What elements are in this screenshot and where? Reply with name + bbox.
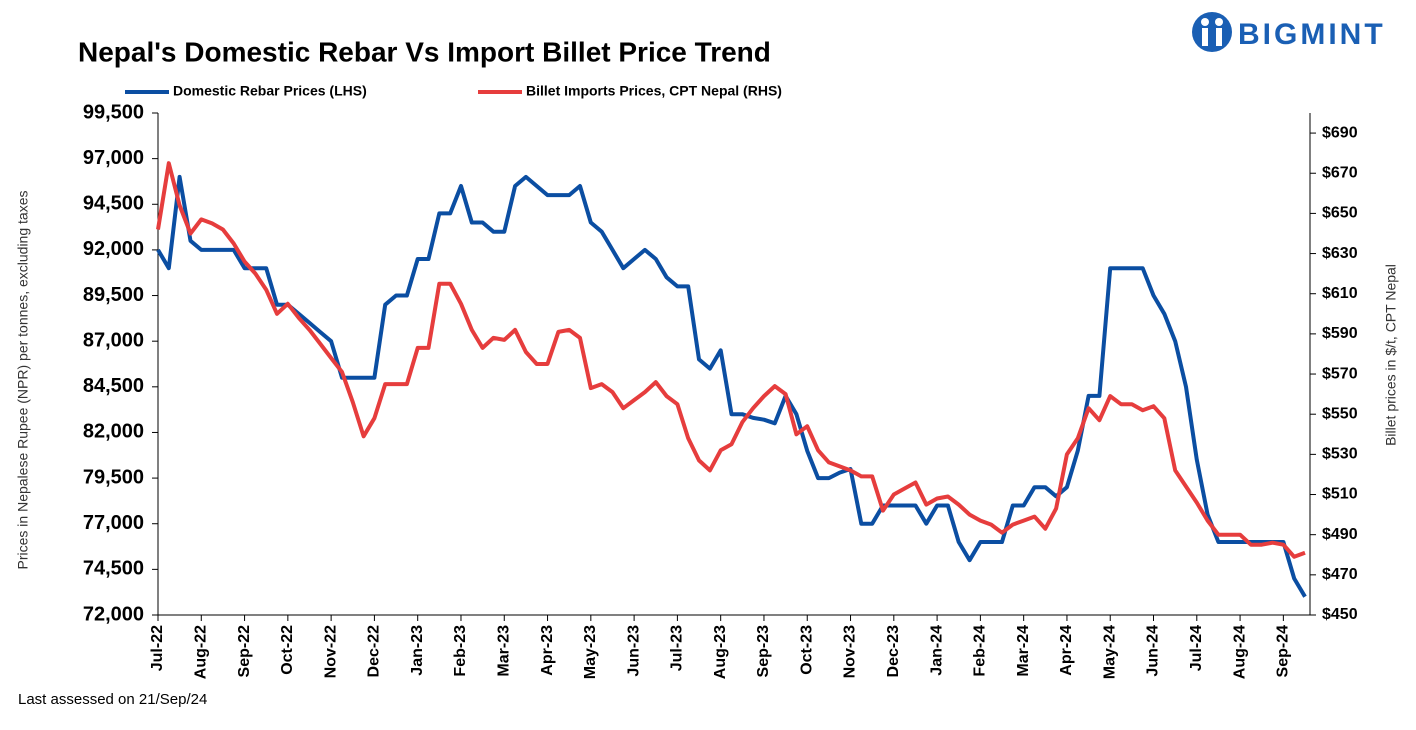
y2-tick-label: $610 <box>1322 285 1358 302</box>
y-tick-label: 82,000 <box>83 421 144 443</box>
x-tick-label: Jan-23 <box>409 625 426 676</box>
y-tick-label: 97,000 <box>83 147 144 169</box>
y2-tick-label: $490 <box>1322 526 1358 543</box>
y-tick-label: 84,500 <box>83 375 144 397</box>
data-line <box>156 161 1306 559</box>
x-tick-label: Sep-22 <box>236 625 253 678</box>
x-tick-label: Aug-23 <box>712 625 729 679</box>
x-tick-label: Nov-22 <box>322 625 339 678</box>
logo-icon <box>1202 28 1208 46</box>
x-tick-label: Oct-23 <box>798 625 815 675</box>
note: Last assessed on 21/Sep/24 <box>18 691 207 708</box>
y2-axis-title: Billet prices in $/t, CPT Nepal <box>1383 264 1399 446</box>
y2-tick-label: $450 <box>1322 606 1358 623</box>
x-tick-label: Apr-24 <box>1058 625 1075 676</box>
x-tick-label: Jun-23 <box>625 625 642 677</box>
x-tick-label: Mar-24 <box>1015 625 1032 677</box>
x-tick-label: Sep-23 <box>755 625 772 678</box>
x-tick-label: Jul-22 <box>149 625 166 671</box>
x-tick-label: Apr-23 <box>539 625 556 676</box>
logo-icon <box>1192 12 1232 52</box>
x-tick-label: Jan-24 <box>928 625 945 676</box>
y2-tick-label: $510 <box>1322 486 1358 503</box>
x-tick-label: Dec-22 <box>366 625 383 678</box>
y-tick-label: 74,500 <box>83 558 144 580</box>
x-tick-label: Dec-23 <box>885 625 902 678</box>
logo-icon <box>1215 18 1223 26</box>
x-tick-label: Mar-23 <box>495 625 512 677</box>
y-tick-label: 92,000 <box>83 238 144 260</box>
data-line <box>156 174 1307 598</box>
y2-tick-label: $570 <box>1322 365 1358 382</box>
legend-label: Domestic Rebar Prices (LHS) <box>173 83 367 99</box>
x-tick-label: Aug-24 <box>1231 625 1248 679</box>
y2-tick-label: $550 <box>1322 405 1358 422</box>
y2-tick-label: $530 <box>1322 446 1358 463</box>
x-tick-label: May-23 <box>582 625 599 679</box>
y-tick-label: 89,500 <box>83 284 144 306</box>
y2-tick-label: $650 <box>1322 205 1358 222</box>
y-tick-label: 94,500 <box>83 193 144 215</box>
y2-tick-label: $690 <box>1322 124 1358 141</box>
y-tick-label: 87,000 <box>83 329 144 351</box>
y2-tick-label: $470 <box>1322 566 1358 583</box>
x-tick-label: Sep-24 <box>1275 625 1292 678</box>
chart-title: Nepal's Domestic Rebar Vs Import Billet … <box>78 36 771 67</box>
x-tick-label: Jul-23 <box>669 625 686 671</box>
x-tick-label: Nov-23 <box>842 625 859 678</box>
y2-tick-label: $670 <box>1322 164 1358 181</box>
y-axis-title: Prices in Nepalese Rupee (NPR) per tonne… <box>15 191 31 570</box>
y-tick-label: 72,000 <box>83 603 144 625</box>
logo-icon <box>1201 18 1209 26</box>
y-tick-label: 79,500 <box>83 466 144 488</box>
logo-text: BIGMINT <box>1238 18 1386 51</box>
x-tick-label: Aug-22 <box>193 625 210 679</box>
logo-icon <box>1216 28 1222 46</box>
y-tick-label: 99,500 <box>83 101 144 123</box>
x-tick-label: Feb-23 <box>452 625 469 677</box>
y2-tick-label: $630 <box>1322 245 1358 262</box>
x-tick-label: May-24 <box>1101 625 1118 679</box>
x-tick-label: Jun-24 <box>1145 625 1162 677</box>
legend-label: Billet Imports Prices, CPT Nepal (RHS) <box>526 83 782 99</box>
y2-tick-label: $590 <box>1322 325 1358 342</box>
logo: BIGMINT <box>1192 12 1386 52</box>
y-tick-label: 77,000 <box>83 512 144 534</box>
x-tick-label: Jul-24 <box>1188 625 1205 671</box>
x-tick-label: Oct-22 <box>279 625 296 675</box>
x-tick-label: Feb-24 <box>972 625 989 677</box>
